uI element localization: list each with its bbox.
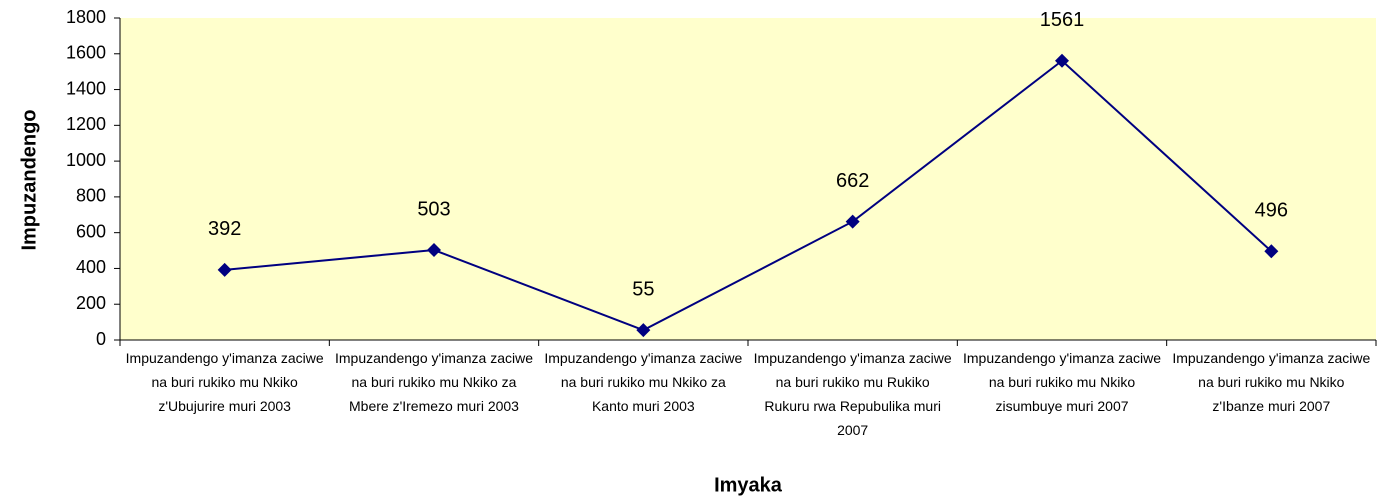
marker (217, 262, 232, 277)
x-tick-label: Impuzandengo y'imanza zaciwe na buri ruk… (125, 350, 324, 414)
x-tick-label: Impuzandengo y'imanza zaciwe na buri ruk… (544, 350, 743, 414)
data-label: 1561 (1040, 9, 1085, 31)
data-label: 496 (1255, 200, 1288, 222)
marker (845, 214, 860, 229)
data-label: 392 (208, 218, 241, 240)
x-tick-label: Impuzandengo y'imanza zaciwe na buri ruk… (753, 350, 952, 438)
x-axis-label: Imyaka (714, 474, 783, 496)
y-tick-label: 800 (76, 186, 106, 206)
marker (427, 243, 441, 258)
x-tick-label: Impuzandengo y'imanza zaciwe na buri ruk… (334, 350, 533, 414)
marker (1264, 244, 1279, 259)
line (224, 59, 1273, 332)
data-label: 503 (417, 198, 450, 220)
x-tick-label: Impuzandengo y'imanza zaciwe na buri ruk… (1172, 350, 1371, 414)
data-label: 662 (836, 170, 869, 192)
y-tick-label: 200 (76, 293, 106, 313)
y-tick-label: 400 (76, 257, 106, 277)
marker (1055, 53, 1069, 68)
plot-area (120, 18, 1376, 340)
y-tick-label: 1400 (66, 78, 106, 98)
y-tick-label: 1200 (66, 114, 106, 134)
data-label: 55 (632, 278, 654, 300)
y-axis-label: Impuzandengo (18, 109, 40, 250)
y-tick-label: 1000 (66, 150, 106, 170)
y-tick-label: 1600 (66, 43, 106, 63)
y-tick-label: 0 (96, 329, 106, 349)
y-tick-label: 600 (76, 221, 106, 241)
marker (636, 323, 651, 338)
y-tick-label: 1800 (66, 7, 106, 27)
x-tick-label: Impuzandengo y'imanza zaciwe na buri ruk… (962, 350, 1161, 414)
